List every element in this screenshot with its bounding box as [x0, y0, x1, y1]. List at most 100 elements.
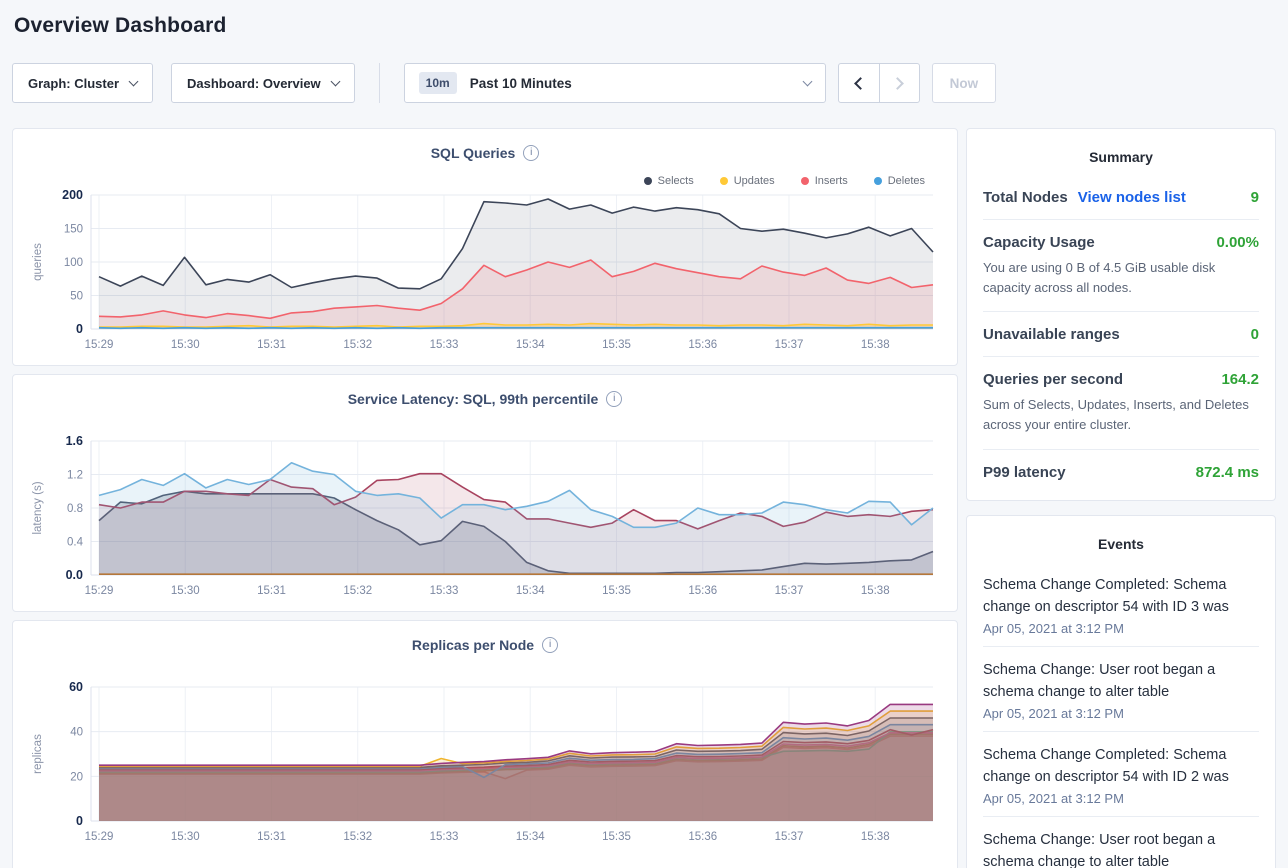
legend-label: Inserts [814, 175, 848, 187]
event-item[interactable]: Schema Change Completed: Schema change o… [983, 562, 1259, 646]
time-back-button[interactable] [839, 64, 879, 102]
svg-text:15:34: 15:34 [516, 831, 545, 843]
events-list: Schema Change Completed: Schema change o… [983, 562, 1259, 868]
svg-text:1.2: 1.2 [67, 470, 83, 482]
qps-subtext: Sum of Selects, Updates, Inserts, and De… [983, 397, 1249, 433]
summary-card: Summary Total Nodes View nodes list 9 Ca… [966, 128, 1276, 501]
service-latency-chart-canvas[interactable]: 15:29 15:30 15:31 15:32 15:33 15:34 15:35 15:36… [27, 435, 943, 605]
events-title: Events [1098, 535, 1144, 552]
info-icon[interactable]: i [606, 391, 623, 407]
main-area: SQL Queries i Selects Updates Inserts Delet… [12, 128, 1276, 868]
svg-text:20: 20 [70, 771, 83, 783]
event-text: Schema Change: User root began a schema … [983, 831, 1216, 868]
chart-title: SQL Queries [430, 145, 516, 161]
dashboard-dropdown-label: Dashboard: Overview [187, 75, 321, 91]
dashboard-dropdown[interactable]: Dashboard: Overview [171, 63, 355, 103]
svg-text:15:35: 15:35 [602, 339, 631, 351]
legend-dot-icon [873, 177, 882, 185]
svg-text:15:33: 15:33 [430, 585, 459, 597]
legend-item-updates[interactable]: Updates [719, 175, 775, 187]
sidebar-column: Summary Total Nodes View nodes list 9 Ca… [966, 128, 1276, 868]
graph-dropdown[interactable]: Graph: Cluster [12, 63, 154, 103]
legend-item-selects[interactable]: Selects [643, 175, 694, 187]
info-icon[interactable]: i [542, 637, 559, 653]
legend-item-inserts[interactable]: Inserts [800, 175, 848, 187]
svg-text:15:37: 15:37 [775, 585, 804, 597]
svg-text:200: 200 [62, 189, 83, 202]
graph-dropdown-label: Graph: Cluster [28, 75, 120, 91]
event-text: Schema Change Completed: Schema change o… [983, 746, 1229, 785]
info-icon[interactable]: i [523, 145, 540, 161]
svg-text:40: 40 [70, 727, 83, 739]
time-range-label: Past 10 Minutes [469, 75, 572, 91]
chart-legend: Selects Updates Inserts Deletes [643, 175, 925, 187]
p99-latency-label: P99 latency [983, 463, 1066, 481]
svg-text:60: 60 [69, 681, 83, 694]
chart-title-row: Service Latency: SQL, 99th percentile i [13, 375, 957, 409]
replicas-chart-canvas[interactable]: 15:29 15:30 15:31 15:32 15:33 15:34 15:35 15:36… [27, 681, 943, 851]
unavailable-ranges-value: 0 [1250, 326, 1259, 344]
legend-label: Updates [733, 175, 775, 187]
event-timestamp: Apr 05, 2021 at 3:12 PM [983, 705, 1124, 721]
event-item[interactable]: Schema Change: User root began a schema … [983, 645, 1259, 731]
svg-text:50: 50 [70, 291, 83, 303]
svg-text:15:31: 15:31 [257, 339, 286, 351]
svg-text:15:30: 15:30 [171, 339, 200, 351]
svg-text:0.4: 0.4 [67, 537, 84, 549]
events-card: Events Schema Change Completed: Schema c… [966, 514, 1276, 868]
toolbar: Graph: Cluster Dashboard: Overview 10m P… [12, 63, 1276, 103]
charts-column: SQL Queries i Selects Updates Inserts Delet… [12, 128, 958, 868]
svg-text:15:32: 15:32 [343, 585, 372, 597]
legend-dot-icon [719, 177, 728, 185]
svg-text:100: 100 [64, 257, 83, 269]
chart-title-row: Replicas per Node i [13, 621, 957, 655]
capacity-subtext: You are using 0 B of 4.5 GiB usable disk… [983, 260, 1216, 296]
svg-text:15:38: 15:38 [861, 831, 890, 843]
svg-text:15:38: 15:38 [861, 585, 890, 597]
svg-text:15:33: 15:33 [430, 339, 459, 351]
sql-queries-chart-canvas[interactable]: 15:29 15:30 15:31 15:32 15:33 15:34 15:35 15:36… [27, 189, 943, 359]
svg-text:15:36: 15:36 [688, 339, 717, 351]
legend-item-deletes[interactable]: Deletes [873, 175, 925, 187]
chevron-down-icon [330, 76, 341, 86]
summary-row-total-nodes: Total Nodes View nodes list 9 [983, 175, 1259, 219]
summary-row-p99-latency: P99 latency 872.4 ms [983, 448, 1259, 494]
summary-row-unavailable-ranges: Unavailable ranges 0 [983, 311, 1259, 356]
event-item[interactable]: Schema Change Completed: Schema change o… [983, 730, 1259, 816]
chart-card-service-latency: Service Latency: SQL, 99th percentile i … [12, 374, 958, 612]
event-item[interactable]: Schema Change: User root began a schema … [983, 815, 1259, 868]
svg-text:15:34: 15:34 [516, 585, 545, 597]
svg-text:15:30: 15:30 [171, 585, 200, 597]
svg-text:15:32: 15:32 [343, 339, 372, 351]
svg-text:15:29: 15:29 [85, 831, 114, 843]
summary-row-capacity: Capacity Usage 0.00% You are using 0 B o… [983, 219, 1259, 311]
time-range-picker[interactable]: 10m Past 10 Minutes [403, 63, 826, 103]
view-nodes-list-link[interactable]: View nodes list [1077, 189, 1186, 206]
now-button[interactable]: Now [931, 63, 997, 103]
svg-text:0.8: 0.8 [67, 503, 83, 515]
chart-title: Replicas per Node [411, 637, 535, 653]
event-text: Schema Change Completed: Schema change o… [983, 576, 1229, 615]
svg-text:latency (s): latency (s) [32, 481, 44, 534]
qps-label: Queries per second [983, 371, 1124, 389]
svg-text:15:35: 15:35 [602, 831, 631, 843]
chevron-down-icon [128, 76, 139, 86]
capacity-value: 0.00% [1216, 234, 1259, 251]
chart-title: Service Latency: SQL, 99th percentile [347, 391, 599, 407]
svg-text:15:36: 15:36 [688, 831, 717, 843]
svg-text:15:37: 15:37 [775, 339, 804, 351]
overview-dashboard-page: Overview Dashboard Graph: Cluster Dashbo… [0, 14, 1288, 868]
chart-card-replicas-per-node: Replicas per Node i 15:29 15:30 15:31 15:32… [12, 620, 958, 868]
p99-latency-value: 872.4 ms [1195, 463, 1259, 481]
chevron-left-icon [854, 76, 868, 90]
svg-text:15:29: 15:29 [85, 585, 114, 597]
chevron-down-icon [802, 76, 813, 86]
summary-title: Summary [1089, 149, 1153, 165]
chart-title-row: SQL Queries i [13, 129, 957, 163]
time-forward-button[interactable] [878, 64, 919, 102]
legend-dot-icon [800, 177, 809, 185]
svg-text:1.6: 1.6 [66, 435, 83, 448]
toolbar-divider [378, 63, 380, 103]
page-title: Overview Dashboard [14, 14, 227, 37]
svg-text:15:35: 15:35 [602, 585, 631, 597]
